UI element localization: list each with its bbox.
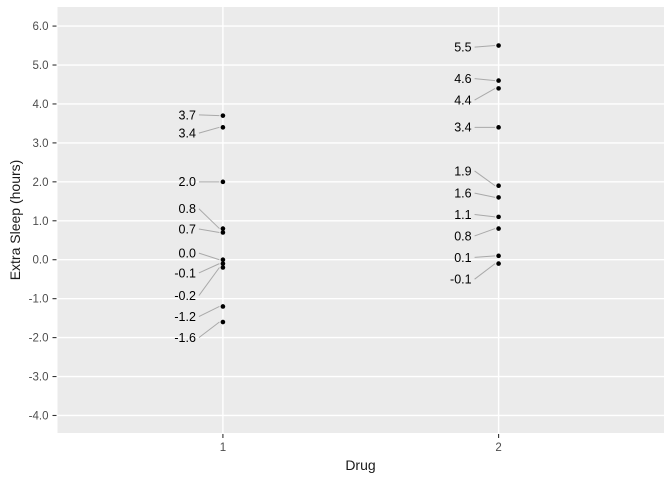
leader-line [198,228,220,233]
y-tick-label: -2.0 [29,333,49,345]
data-point [220,265,226,270]
x-tick-label: 1 [220,442,226,454]
x-axis-title: Drug [345,457,376,473]
point-label: 0.0 [179,246,196,260]
y-tick-label: -4.0 [29,410,49,422]
point-label: 4.4 [454,93,471,107]
leader-line [474,87,496,101]
leader-line [198,305,220,318]
data-point [496,43,501,48]
point-label: 0.8 [179,202,196,216]
leader-line [474,170,496,187]
leader-line [474,78,496,82]
point-label: 0.8 [454,229,471,243]
y-tick-label: -1.0 [29,294,49,306]
point-label: -1.2 [174,310,196,324]
point-label: 3.4 [454,121,471,135]
point-label: 0.7 [179,222,196,236]
point-label: 5.5 [454,41,471,55]
y-tick-label: 5.0 [33,60,49,72]
point-label: 1.1 [454,208,471,222]
leader-line [198,114,220,117]
y-axis-title: Extra Sleep (hours) [7,159,23,281]
data-point [496,195,501,200]
point-label: 0.1 [454,251,471,265]
data-point [220,226,226,231]
leader-line [198,267,220,296]
point-label: -0.1 [174,266,196,280]
leader-line [198,252,220,261]
leader-line [198,321,220,338]
point-label: 1.9 [454,164,471,178]
point-label: 1.6 [454,187,471,201]
leader-line [198,126,220,134]
y-tick-label: -3.0 [29,372,49,384]
y-tick-label: 4.0 [33,99,49,111]
data-point [496,86,501,91]
data-point [220,319,226,325]
leader-line [474,255,496,258]
point-label: 4.6 [454,72,471,86]
point-label: -0.2 [174,289,196,303]
y-tick-label: 2.0 [33,177,49,189]
leader-line [474,214,496,218]
point-label: 3.7 [179,108,196,122]
data-point [496,125,501,130]
leader-line [474,45,496,48]
leader-line [198,208,220,229]
data-point [220,125,226,130]
leader-line [474,192,496,198]
y-tick-label: 3.0 [33,138,49,150]
point-label: 3.4 [179,127,196,141]
y-tick-label: 0.0 [33,255,49,267]
leader-line [198,263,220,274]
point-label: -1.6 [174,331,196,345]
data-point [496,226,501,231]
point-label: -0.1 [450,273,472,287]
data-point [220,257,226,263]
leader-line [474,263,496,280]
data-point [220,261,226,266]
data-point [220,113,226,118]
x-tick-label: 2 [495,442,501,454]
panel-background [57,7,664,433]
y-tick-label: 1.0 [33,216,49,228]
data-point [496,253,501,259]
data-point [220,179,226,185]
leader-line [474,228,496,237]
data-point [496,261,501,266]
data-point [496,214,501,220]
point-label: 2.0 [179,175,196,189]
y-tick-label: 6.0 [33,21,49,33]
data-point [220,304,226,309]
data-point [220,230,226,235]
data-point [496,78,501,83]
data-point [496,183,501,189]
